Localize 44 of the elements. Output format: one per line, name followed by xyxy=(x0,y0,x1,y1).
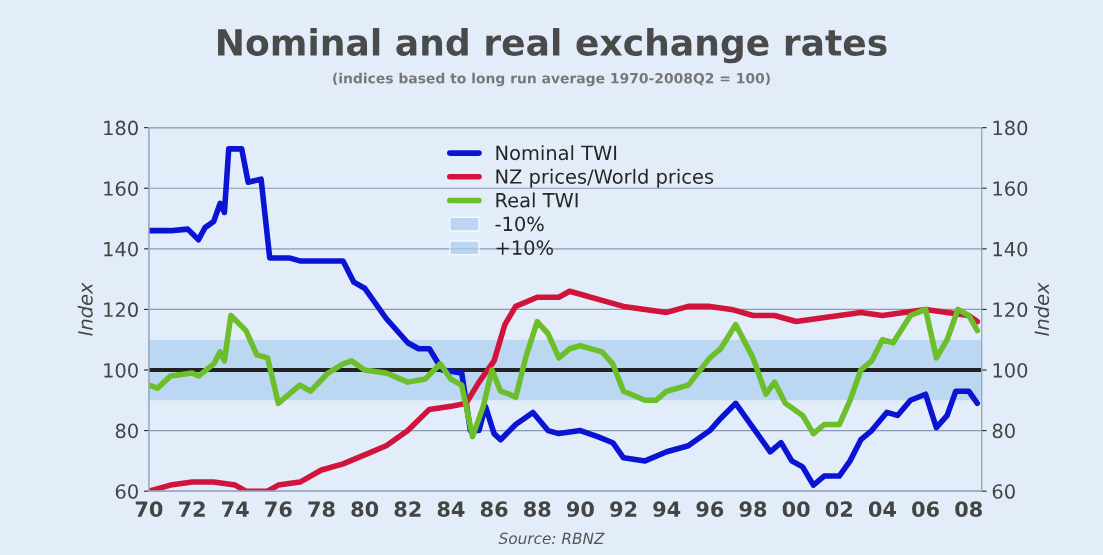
y-tick-label: 100 xyxy=(104,362,138,378)
y-tick-label: 80 xyxy=(115,423,138,439)
source-note: Source: RBNZ xyxy=(498,532,605,545)
y2-tick-label: 100 xyxy=(993,362,1028,378)
x-tick-label: 88 xyxy=(524,501,551,518)
legend-label: +10% xyxy=(496,240,553,255)
y-axis-title: Index xyxy=(77,282,93,336)
y-tick-label: 140 xyxy=(104,241,138,257)
x-tick-label: 98 xyxy=(739,501,767,518)
x-tick-label: 80 xyxy=(351,501,379,518)
legend-label: Nominal TWI xyxy=(496,145,617,161)
legend-label: Real TWI xyxy=(496,192,578,208)
x-tick-label: 94 xyxy=(653,501,681,518)
x-tick-label: 90 xyxy=(566,501,594,518)
x-tick-label: 76 xyxy=(265,501,292,518)
y-tick-label: 120 xyxy=(104,302,138,318)
x-tick-label: 96 xyxy=(696,501,724,518)
x-tick-label: 08 xyxy=(955,501,982,518)
x-tick-label: 02 xyxy=(825,501,852,518)
x-tick-label: 86 xyxy=(480,501,508,518)
legend-label: NZ prices/World prices xyxy=(496,168,714,188)
x-tick-label: 84 xyxy=(437,501,465,518)
x-tick-label: 00 xyxy=(782,501,810,518)
x-tick-label: 70 xyxy=(135,501,163,518)
y-tick-label: 160 xyxy=(104,181,138,196)
x-tick-label: 92 xyxy=(610,501,637,518)
y2-tick-label: 180 xyxy=(993,120,1028,136)
y2-tick-label: 140 xyxy=(993,241,1028,257)
y2-tick-label: 160 xyxy=(993,181,1028,196)
x-tick-label: 04 xyxy=(868,501,896,518)
chart-subtitle: (indices based to long run average 1970-2008Q2 = 100) xyxy=(333,72,770,87)
x-tick-label: 78 xyxy=(308,501,335,518)
y2-tick-label: 80 xyxy=(992,423,1015,439)
y2-axis-title: Index xyxy=(1034,282,1050,336)
y-tick-label: 60 xyxy=(115,484,138,499)
y2-tick-label: 60 xyxy=(992,484,1015,499)
x-tick-label: 06 xyxy=(912,501,939,518)
x-tick-label: 74 xyxy=(222,501,249,517)
y2-tick-label: 120 xyxy=(993,302,1028,318)
y-tick-label: 180 xyxy=(104,120,138,136)
legend-label: -10% xyxy=(495,216,544,232)
x-tick-label: 72 xyxy=(178,501,205,517)
x-tick-label: 82 xyxy=(394,501,421,518)
chart-title: Nominal and real exchange rates xyxy=(218,28,887,64)
